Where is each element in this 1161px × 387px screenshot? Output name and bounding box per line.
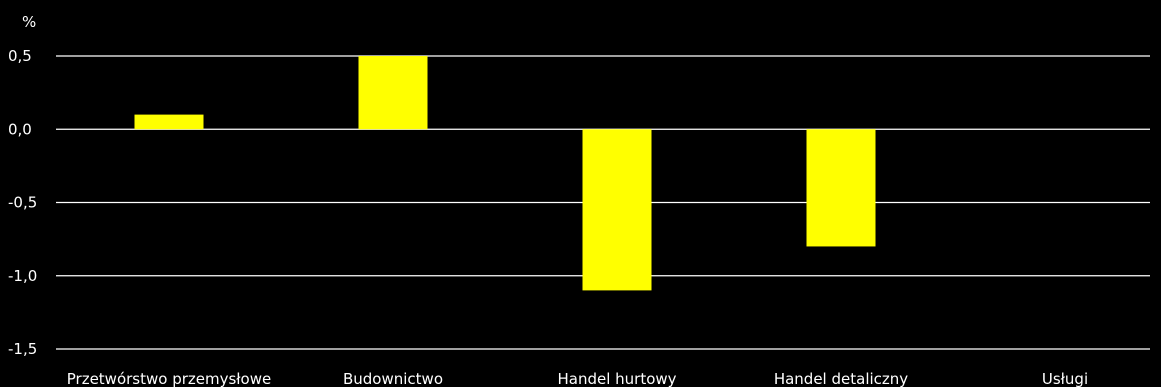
bar — [134, 114, 204, 130]
bar — [358, 56, 428, 130]
x-axis-category-labels: Przetwórstwo przemysłowe Budownictwo Hande… — [67, 370, 1088, 387]
x-category-label: Handel detaliczny — [774, 370, 908, 387]
y-tick-label: 0,5 — [8, 47, 32, 65]
x-category-label: Handel hurtowy — [557, 370, 676, 387]
x-category-label: Usługi — [1042, 370, 1088, 387]
y-tick-label: 0,0 — [8, 120, 32, 138]
bar — [582, 129, 652, 291]
y-axis-tick-labels: 0,5 0,0 -0,5 -1,0 -1,5 — [8, 47, 37, 358]
bar — [806, 129, 876, 247]
y-tick-label: -1,0 — [8, 267, 37, 285]
x-category-label: Budownictwo — [343, 370, 443, 387]
y-axis-unit-label: % — [22, 13, 36, 31]
y-tick-label: -1,5 — [8, 340, 37, 358]
bars — [134, 56, 876, 291]
y-tick-label: -0,5 — [8, 194, 37, 212]
x-category-label: Przetwórstwo przemysłowe — [67, 370, 272, 387]
